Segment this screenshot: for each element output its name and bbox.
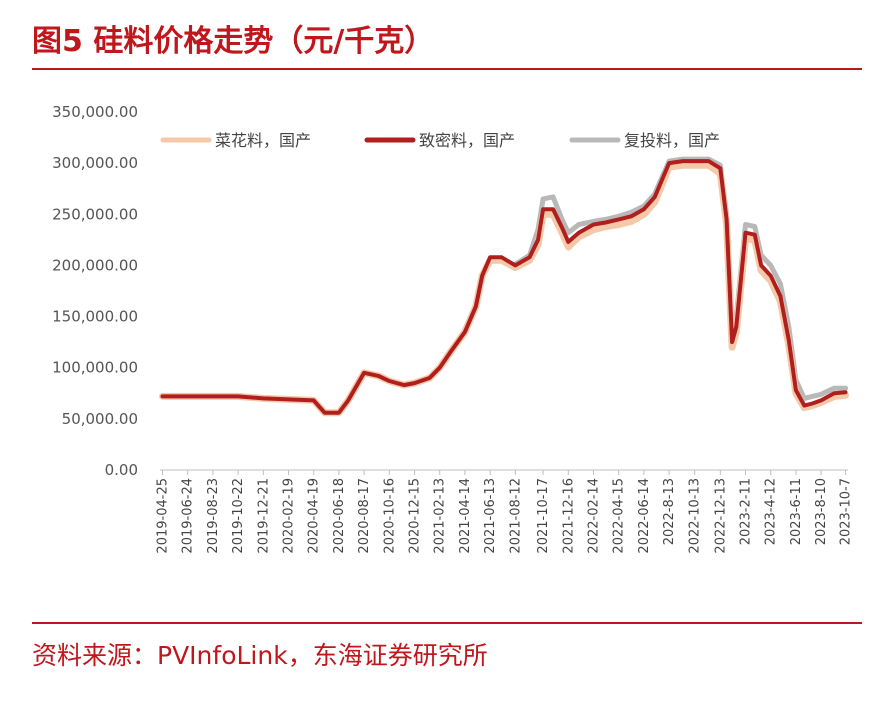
y-tick-label: 100,000.00 (52, 359, 138, 377)
series-line-2 (160, 159, 848, 415)
source-note: 资料来源：PVInfoLink，东海证券研究所 (32, 641, 488, 670)
series-line-1 (159, 161, 849, 417)
x-tick-label: 2023-2-11 (739, 478, 754, 545)
x-tick-label: 2020-12-15 (408, 478, 423, 554)
x-axis: 2019-04-25 2019-06-24 2019-08-23 2019-10-22… (156, 469, 853, 554)
x-tick-label: 2021-12-16 (561, 478, 576, 554)
x-tick-label: 2021-02-13 (433, 478, 448, 554)
x-tick-label: 2020-02-19 (282, 478, 297, 554)
y-tick-label: 150,000.00 (52, 308, 138, 326)
x-tick-label: 2021-08-12 (508, 478, 523, 554)
x-tick-label: 2019-10-22 (231, 478, 246, 554)
y-tick-label: 50,000.00 (62, 410, 138, 428)
x-tick-label: 2021-06-13 (483, 478, 498, 554)
legend-label-1: 菜花料，国产 (215, 131, 311, 150)
x-tick-label: 2023-4-12 (764, 478, 779, 545)
y-tick-label: 350,000.00 (52, 103, 138, 121)
series-line-3 (512, 156, 848, 401)
legend-label-2: 致密料，国产 (419, 131, 515, 150)
y-tick-label: 200,000.00 (52, 256, 138, 274)
x-tick-label: 2022-8-13 (662, 478, 677, 545)
price-line-chart: 350,000.00 300,000.00 250,000.00 200,000.00… (52, 103, 853, 554)
x-tick-label: 2020-04-19 (307, 478, 322, 554)
x-tick-label: 2020-08-17 (357, 478, 372, 554)
x-tick-label: 2019-04-25 (156, 478, 171, 554)
y-tick-label: 0.00 (105, 461, 138, 479)
x-tick-label: 2023-8-10 (814, 478, 829, 545)
x-tick-label: 2022-04-15 (612, 478, 627, 554)
x-tick-label: 2022-10-13 (688, 478, 703, 554)
x-tick-label: 2021-10-17 (536, 478, 551, 554)
chart-legend: 菜花料，国产 致密料，国产 复投料，国产 (160, 131, 720, 150)
y-tick-label: 250,000.00 (52, 205, 138, 223)
y-axis: 350,000.00 300,000.00 250,000.00 200,000.00… (52, 103, 138, 479)
y-tick-label: 300,000.00 (52, 154, 138, 172)
source-rule (32, 622, 862, 624)
x-tick-label: 2023-10-7 (838, 478, 853, 545)
x-tick-label: 2020-06-18 (332, 478, 347, 554)
x-tick-label: 2019-06-24 (181, 478, 196, 554)
x-tick-label: 2022-06-14 (637, 478, 652, 554)
x-tick-label: 2023-6-11 (789, 478, 804, 545)
x-tick-label: 2019-08-23 (206, 478, 221, 554)
legend-label-3: 复投料，国产 (624, 131, 720, 150)
x-tick-label: 2020-10-16 (382, 478, 397, 554)
plot-area (159, 156, 849, 417)
title-rule (32, 68, 862, 70)
figure-title: 图5 硅料价格走势（元/千克） (32, 24, 435, 59)
x-tick-label: 2022-12-13 (713, 478, 728, 554)
x-tick-label: 2021-04-14 (458, 478, 473, 554)
x-tick-label: 2022-02-14 (586, 478, 601, 554)
x-tick-label: 2019-12-21 (256, 478, 271, 554)
